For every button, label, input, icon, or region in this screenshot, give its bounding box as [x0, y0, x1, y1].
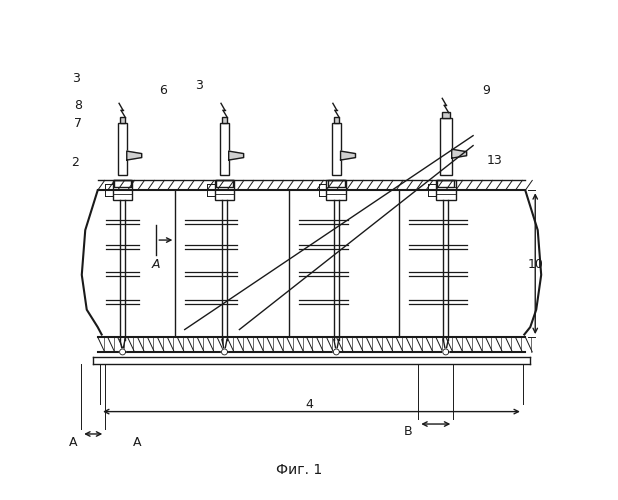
- Bar: [118, 123, 127, 176]
- Text: A: A: [133, 436, 142, 450]
- Bar: [334, 117, 339, 123]
- Polygon shape: [442, 349, 449, 355]
- Text: Фиг. 1: Фиг. 1: [276, 463, 322, 477]
- Bar: [214, 180, 234, 201]
- Text: I: I: [538, 258, 541, 272]
- Bar: [436, 180, 455, 201]
- Bar: [442, 112, 450, 118]
- Text: 4: 4: [305, 398, 313, 410]
- Text: 8: 8: [74, 100, 82, 112]
- Text: 10: 10: [528, 258, 544, 272]
- Bar: [328, 180, 345, 187]
- Bar: [216, 180, 233, 187]
- Bar: [120, 117, 125, 123]
- Polygon shape: [333, 349, 339, 355]
- Text: 7: 7: [74, 116, 82, 130]
- Bar: [112, 180, 132, 201]
- Polygon shape: [120, 349, 125, 355]
- Bar: [326, 180, 346, 201]
- Bar: [440, 118, 452, 176]
- Text: A: A: [69, 436, 78, 450]
- Text: 3: 3: [72, 72, 80, 85]
- Text: 6: 6: [159, 84, 167, 98]
- Polygon shape: [341, 151, 355, 160]
- Polygon shape: [221, 349, 227, 355]
- Bar: [222, 117, 227, 123]
- Text: 2: 2: [72, 156, 79, 170]
- Polygon shape: [127, 151, 142, 160]
- Polygon shape: [229, 151, 243, 160]
- Bar: [332, 123, 341, 176]
- Text: A: A: [152, 258, 161, 272]
- Bar: [114, 180, 131, 187]
- Text: B: B: [404, 425, 413, 438]
- Text: 13: 13: [487, 154, 503, 167]
- Text: 9: 9: [482, 84, 490, 98]
- Polygon shape: [452, 149, 467, 158]
- Text: 3: 3: [195, 80, 203, 92]
- Bar: [220, 123, 229, 176]
- Bar: [438, 180, 454, 187]
